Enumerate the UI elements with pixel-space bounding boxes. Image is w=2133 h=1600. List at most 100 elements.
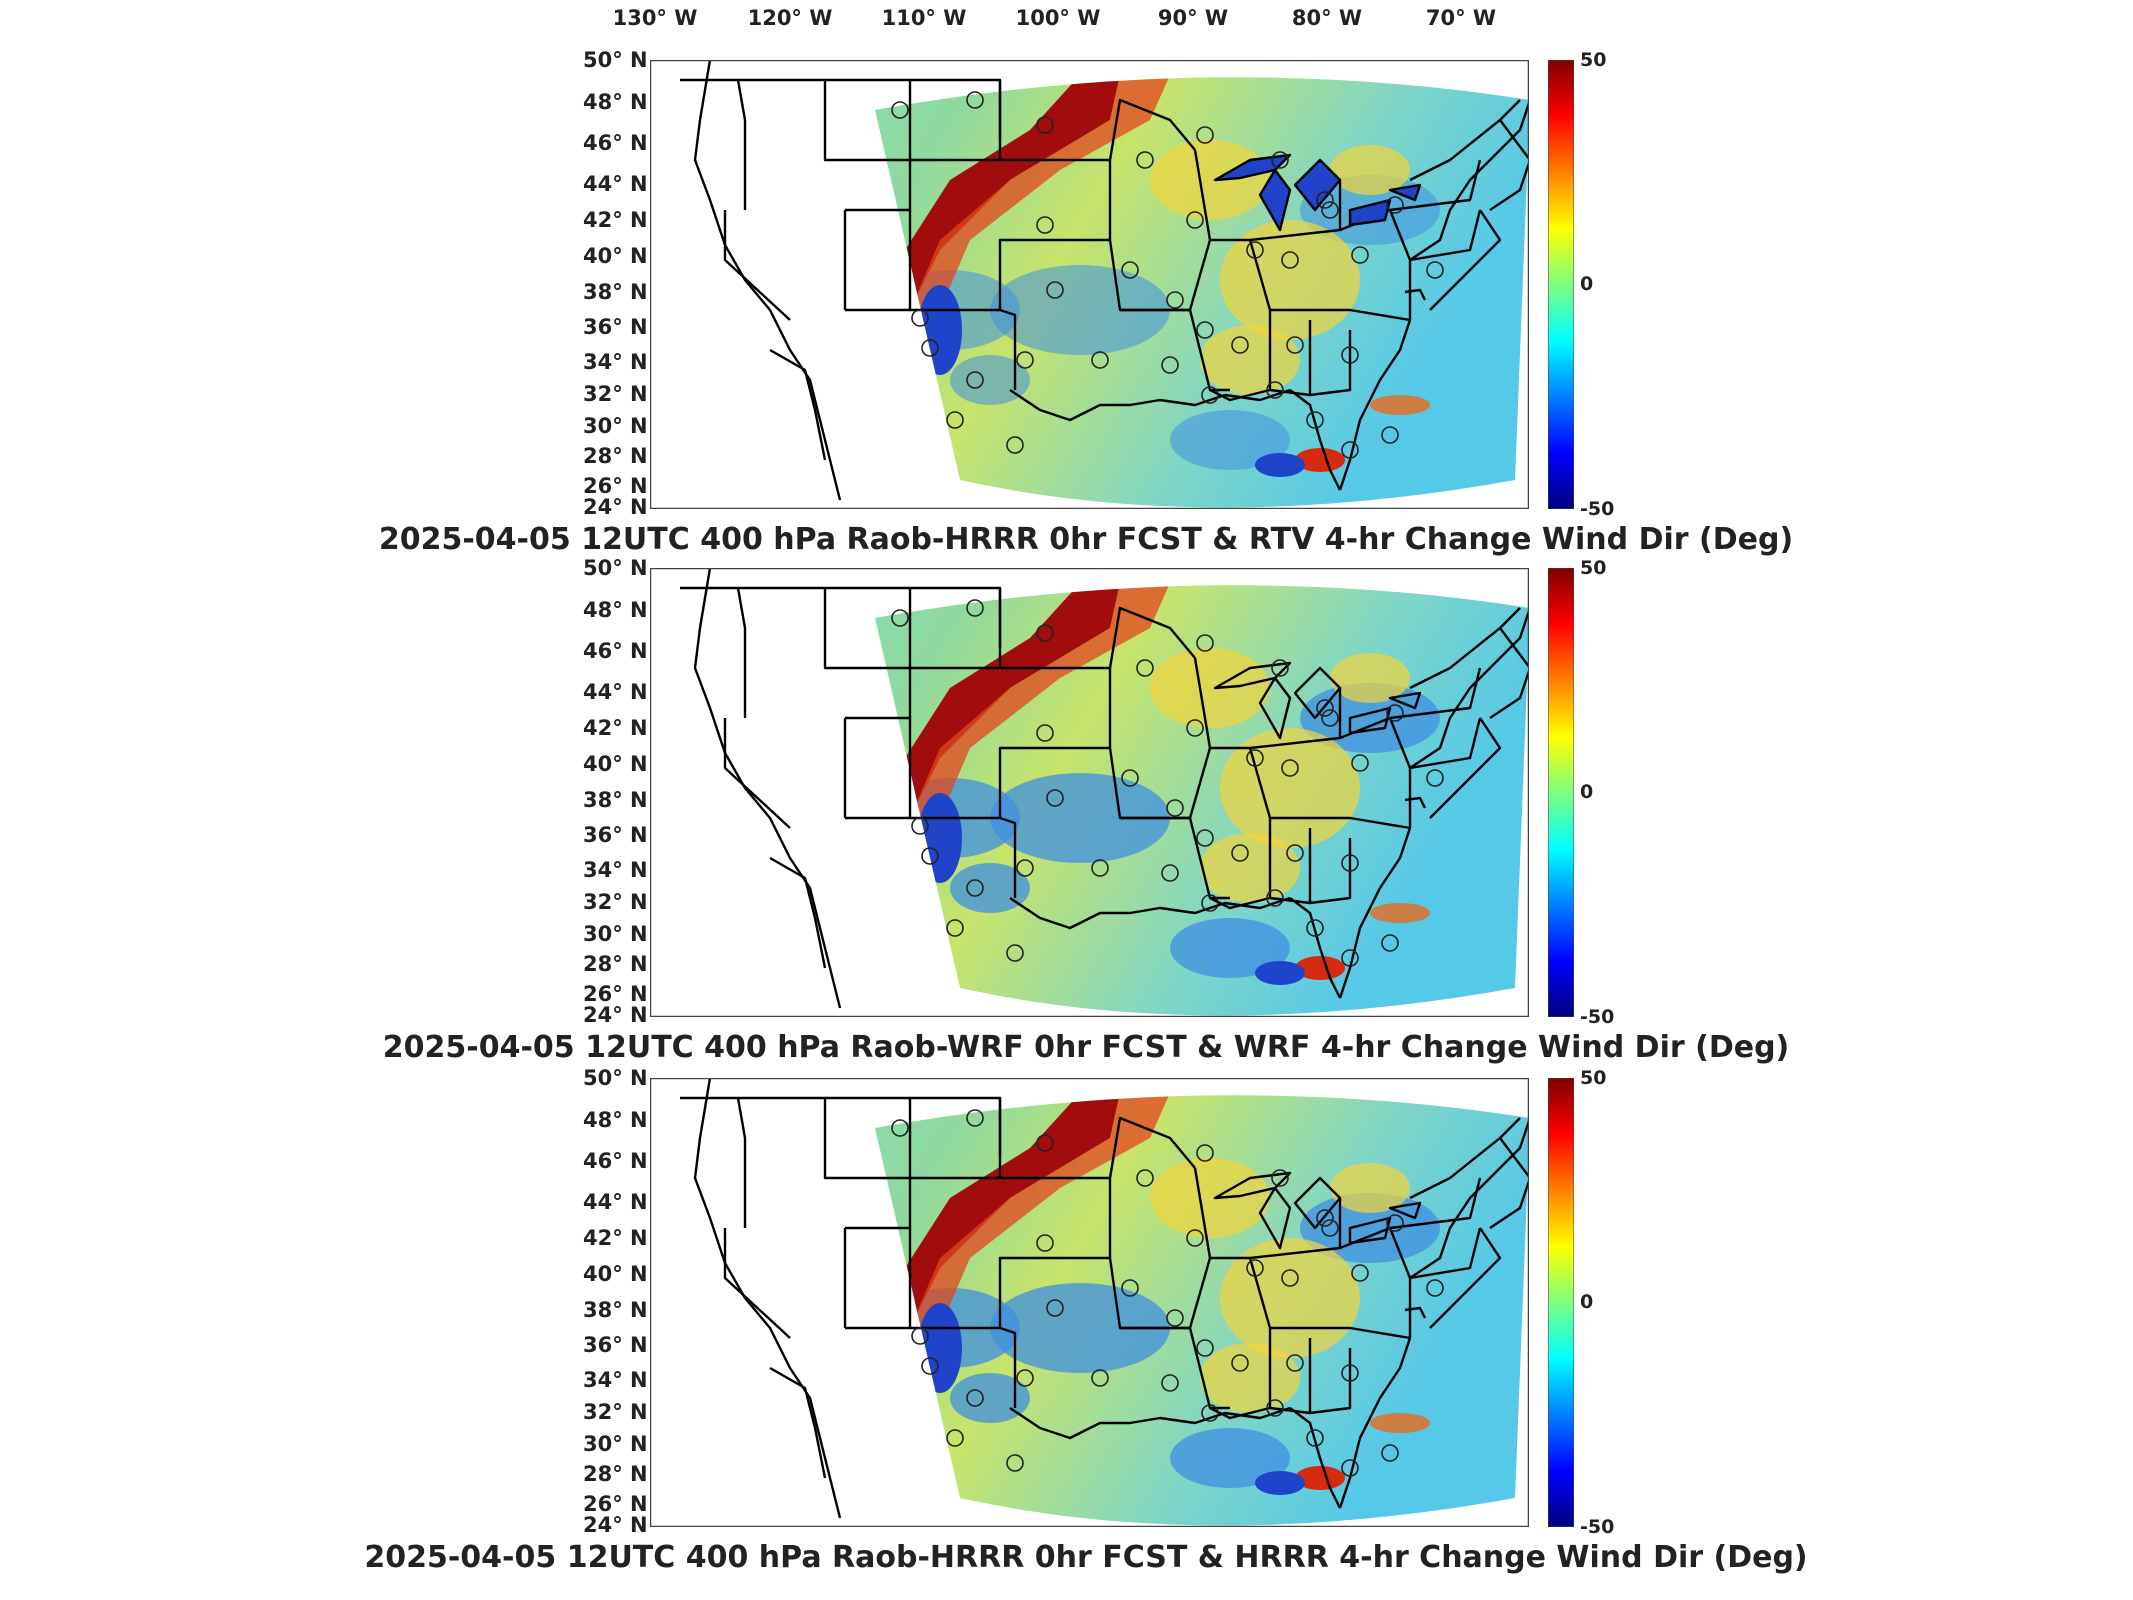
station-marker [1426,261,1444,279]
lat-label: 44° N [583,1190,648,1214]
station-marker [1341,441,1359,459]
lat-label: 46° N [583,639,648,663]
station-marker [1266,889,1284,907]
station-marker [1386,196,1404,214]
station-marker [1136,659,1154,677]
lat-label: 24° N [583,1003,648,1027]
station-marker [1036,724,1054,742]
panel-caption: 2025-04-05 12UTC 400 hPa Raob-WRF 0hr FC… [382,1030,1790,1065]
lat-label: 36° N [583,1333,648,1357]
lat-label: 32° N [583,1400,648,1424]
colorbar-label: 50 [1580,1067,1607,1089]
station-marker [1281,759,1299,777]
station-marker [966,91,984,109]
panel-caption: 2025-04-05 12UTC 400 hPa Raob-HRRR 0hr F… [364,1540,1808,1575]
lat-label: 34° N [583,1368,648,1392]
station-marker [1166,799,1184,817]
station-marker [1196,1339,1214,1357]
station-marker [966,879,984,897]
station-marker [1046,281,1064,299]
station-marker [891,101,909,119]
lat-label: 50° N [583,48,648,72]
station-marker [911,309,929,327]
station-marker [1281,1269,1299,1287]
station-marker [1046,1299,1064,1317]
station-marker [1006,436,1024,454]
station-marker [1186,719,1204,737]
station-marker [1286,844,1304,862]
station-marker [1136,1169,1154,1187]
lon-label: 130° W [612,6,698,30]
lat-label: 48° N [583,1108,648,1132]
station-marker [1186,211,1204,229]
station-marker [1351,754,1369,772]
lat-label: 24° N [583,495,648,519]
station-marker [1201,386,1219,404]
station-marker [1271,659,1289,677]
station-marker [1036,116,1054,134]
lat-label: 46° N [583,131,648,155]
map-panel: 50° N 48° N 46° N 44° N 42° N 40° N 38° N 36° N… [0,1066,2133,1578]
lat-label: 26° N [583,982,648,1006]
station-marker [1321,1219,1339,1237]
station-marker [1266,381,1284,399]
lat-label: 42° N [583,1226,648,1250]
station-marker [1046,789,1064,807]
lat-label: 48° N [583,598,648,622]
lat-label: 28° N [583,1462,648,1486]
station-marker [1381,426,1399,444]
lat-label: 50° N [583,1066,648,1090]
station-marker [1341,1459,1359,1477]
station-marker [1341,346,1359,364]
station-marker [1016,351,1034,369]
station-marker [921,339,939,357]
colorbar-label: 50 [1580,557,1607,579]
lat-label: 26° N [583,474,648,498]
station-marker [1341,854,1359,872]
station-marker [1271,151,1289,169]
station-marker [1201,1404,1219,1422]
station-marker [1271,1169,1289,1187]
lat-label: 38° N [583,280,648,304]
lat-label: 34° N [583,350,648,374]
lat-label: 44° N [583,172,648,196]
station-marker [1306,411,1324,429]
lat-label: 42° N [583,716,648,740]
station-marker [1246,749,1264,767]
wind-direction-map [650,1078,1529,1527]
station-marker [1286,1354,1304,1372]
station-marker [1426,1279,1444,1297]
station-marker [1266,1399,1284,1417]
colorbar-label: -50 [1580,1516,1615,1538]
station-marker [1091,1369,1109,1387]
station-marker [1231,336,1249,354]
station-marker [966,1389,984,1407]
lon-label: 100° W [1015,6,1101,30]
wind-direction-map [650,568,1529,1017]
panel-caption: 2025-04-05 12UTC 400 hPa Raob-HRRR 0hr F… [378,522,1794,557]
lat-label: 32° N [583,890,648,914]
lat-label: 48° N [583,90,648,114]
lat-label: 38° N [583,788,648,812]
colorbar-label: -50 [1580,1006,1615,1028]
lon-label: 120° W [747,6,833,30]
lat-label: 40° N [583,1262,648,1286]
station-marker [1231,1354,1249,1372]
lat-label: 36° N [583,315,648,339]
lon-label: 110° W [881,6,967,30]
station-marker [1121,1279,1139,1297]
lon-label: 70° W [1425,6,1497,30]
station-marker [1316,699,1334,717]
colorbar [1548,1078,1574,1527]
colorbar-label: 50 [1580,49,1607,71]
station-marker [946,411,964,429]
station-marker [1386,1214,1404,1232]
map-panel: 50° N 48° N 46° N 44° N 42° N 40° N 38° N 36° N… [0,48,2133,560]
colorbar [1548,60,1574,509]
station-marker [1286,336,1304,354]
station-marker [1036,216,1054,234]
station-marker [1196,634,1214,652]
station-marker [946,919,964,937]
station-marker [1036,1234,1054,1252]
colorbar [1548,568,1574,1017]
